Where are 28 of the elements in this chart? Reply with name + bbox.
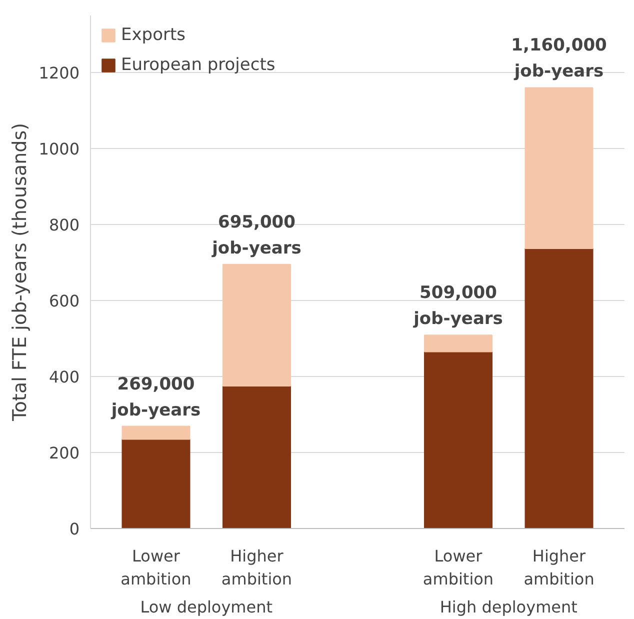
y-tick-label: 400	[48, 368, 80, 386]
y-tick-label: 800	[48, 216, 80, 234]
x-tick-label: Lower ambition	[120, 546, 192, 588]
bar	[122, 426, 190, 440]
legend-label: Exports	[121, 25, 186, 45]
text: High deployment	[440, 598, 578, 616]
y-tick-label: 1000	[38, 140, 80, 158]
x-tick-label: Higher ambition	[221, 546, 292, 588]
total-label: 509,000 job-years	[412, 283, 503, 330]
bar	[524, 87, 594, 249]
x-tick-label: Higher ambition	[524, 546, 594, 588]
bar	[424, 334, 493, 352]
y-tick-label: 200	[48, 444, 80, 462]
text: Low deployment	[140, 598, 273, 616]
total-label: 269,000 job-years	[110, 374, 201, 420]
bar	[222, 386, 291, 528]
y-tick-label: 1200	[38, 64, 80, 82]
bar	[524, 248, 594, 528]
bar	[424, 351, 493, 528]
y-axis-title: Total FTE job-years (thousands)	[8, 123, 31, 422]
y-tick-label: 600	[48, 292, 80, 310]
x-tick-label: Lower ambition	[422, 546, 494, 588]
legend-label: European projects	[121, 55, 276, 75]
y-tick-label: 0	[69, 520, 80, 538]
total-label: 695,000 job-years	[211, 212, 302, 258]
total-label: 1,160,000 job-years	[511, 36, 608, 82]
bar	[122, 438, 190, 528]
bar	[222, 264, 291, 386]
